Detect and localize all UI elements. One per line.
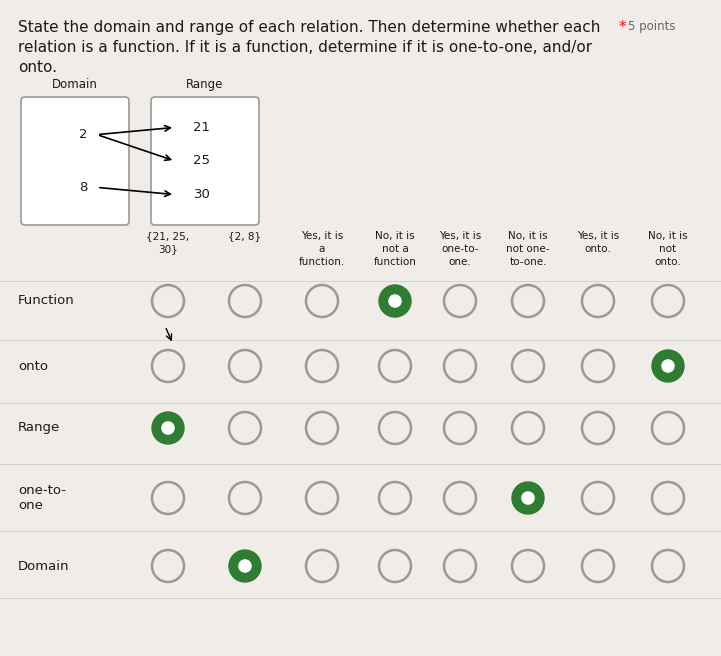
Text: {2, 8}: {2, 8} [229,231,262,241]
Circle shape [152,412,184,444]
Circle shape [162,422,174,434]
Text: No, it is
not one-
to-one.: No, it is not one- to-one. [506,231,549,266]
Text: No, it is
not a
function: No, it is not a function [373,231,417,266]
Text: State the domain and range of each relation. Then determine whether each: State the domain and range of each relat… [18,20,601,35]
Text: Range: Range [18,422,61,434]
Text: 5 points: 5 points [628,20,676,33]
Text: Yes, it is
onto.: Yes, it is onto. [577,231,619,254]
Text: *: * [619,20,627,35]
Circle shape [389,295,401,307]
Text: Yes, it is
a
function.: Yes, it is a function. [299,231,345,266]
Text: onto: onto [18,359,48,373]
Text: 2: 2 [79,128,87,141]
Text: one-to-
one: one-to- one [18,484,66,512]
Circle shape [379,285,411,317]
Text: No, it is
not
onto.: No, it is not onto. [648,231,688,266]
Text: Domain: Domain [18,560,69,573]
Text: onto.: onto. [18,60,57,75]
FancyBboxPatch shape [21,97,129,225]
Circle shape [239,560,251,572]
Text: 25: 25 [193,155,211,167]
Circle shape [229,550,261,582]
Text: 8: 8 [79,181,87,194]
Text: 21: 21 [193,121,211,134]
Text: relation is a function. If it is a function, determine if it is one-to-one, and/: relation is a function. If it is a funct… [18,40,592,55]
FancyBboxPatch shape [151,97,259,225]
Circle shape [512,482,544,514]
Circle shape [662,360,674,372]
Circle shape [652,350,684,382]
Text: Range: Range [186,78,224,91]
Text: {21, 25,
30}: {21, 25, 30} [146,231,190,254]
Text: 30: 30 [193,188,211,201]
Text: Domain: Domain [52,78,98,91]
Text: Function: Function [18,295,75,308]
Circle shape [522,492,534,504]
Text: Yes, it is
one-to-
one.: Yes, it is one-to- one. [439,231,481,266]
